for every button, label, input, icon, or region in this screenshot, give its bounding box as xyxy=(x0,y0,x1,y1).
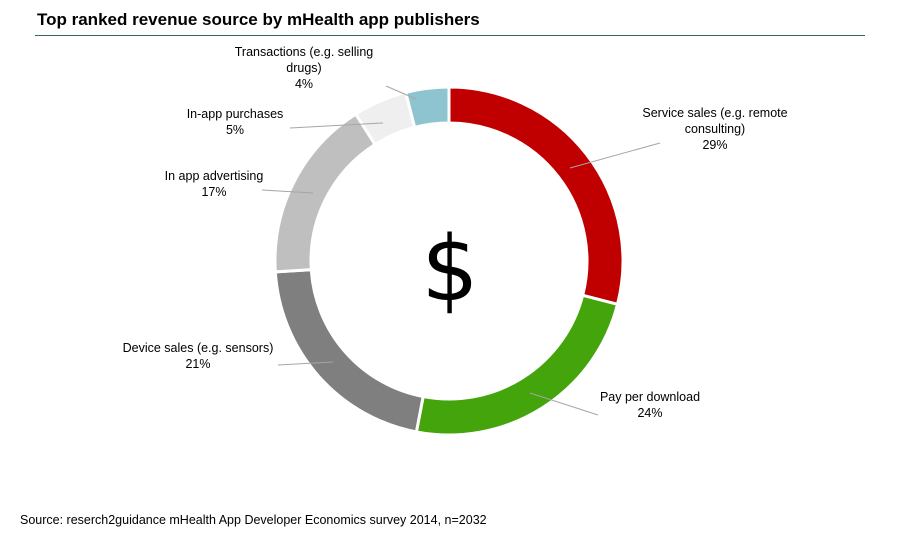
slice-category-label: Transactions (e.g. selling xyxy=(235,45,374,59)
center-dollar-symbol: $ xyxy=(421,217,478,322)
slice-label-1: Service sales (e.g. remote consulting) 29% xyxy=(642,106,787,152)
chart-title: Top ranked revenue source by mHealth app… xyxy=(37,10,480,29)
slice-category-label: Device sales (e.g. sensors) xyxy=(123,341,274,355)
slice-label-6: Transactions (e.g. selling drugs) 4% xyxy=(235,45,374,91)
slice-value-label: 24% xyxy=(637,406,662,420)
slice-label-2: Pay per download 24% xyxy=(600,390,700,420)
slice-category-label: drugs) xyxy=(286,61,321,75)
slice-label-4: In app advertising 17% xyxy=(165,169,264,199)
donut-slice-3 xyxy=(273,268,425,434)
slice-category-label: In app advertising xyxy=(165,169,264,183)
slice-value-label: 4% xyxy=(295,77,313,91)
slice-category-label: Service sales (e.g. remote xyxy=(642,106,787,120)
slice-label-3: Device sales (e.g. sensors) 21% xyxy=(123,341,274,371)
slice-value-label: 21% xyxy=(185,357,210,371)
slice-category-label: consulting) xyxy=(685,122,745,136)
slice-label-5: In-app purchases 5% xyxy=(187,107,284,137)
slice-category-label: In-app purchases xyxy=(187,107,284,121)
slice-value-label: 17% xyxy=(201,185,226,199)
leader-line-3 xyxy=(277,361,334,366)
title-underline xyxy=(35,35,865,36)
leader-line-2 xyxy=(529,392,599,416)
leader-line-5 xyxy=(289,122,384,129)
leader-line-4 xyxy=(261,189,314,194)
slice-category-label: Pay per download xyxy=(600,390,700,404)
slice-value-label: 5% xyxy=(226,123,244,137)
donut-slice-6 xyxy=(403,85,451,130)
source-note: Source: reserch2guidance mHealth App Dev… xyxy=(20,513,487,527)
slice-value-label: 29% xyxy=(702,138,727,152)
leader-line-1 xyxy=(569,142,661,169)
donut-slice-4 xyxy=(273,112,378,274)
leader-line-6 xyxy=(385,85,417,100)
